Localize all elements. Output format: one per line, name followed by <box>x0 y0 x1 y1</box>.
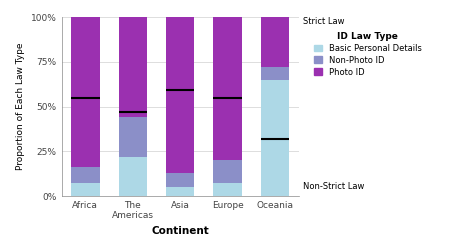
Bar <box>213 160 242 184</box>
Bar <box>261 80 289 196</box>
Bar <box>213 17 242 160</box>
Y-axis label: Proportion of Each Law Type: Proportion of Each Law Type <box>16 43 25 170</box>
Text: Non-Strict Law: Non-Strict Law <box>303 182 365 191</box>
Bar <box>71 17 100 167</box>
Bar <box>166 173 194 187</box>
Legend: Basic Personal Details, Non-Photo ID, Photo ID: Basic Personal Details, Non-Photo ID, Ph… <box>312 30 423 78</box>
Bar <box>118 117 147 157</box>
Bar <box>261 17 289 67</box>
Bar <box>71 167 100 184</box>
Bar <box>213 184 242 196</box>
Bar <box>118 17 147 117</box>
Bar <box>166 187 194 196</box>
X-axis label: Continent: Continent <box>151 226 209 236</box>
Bar <box>166 17 194 173</box>
Bar <box>261 67 289 80</box>
Bar <box>71 184 100 196</box>
Text: Strict Law: Strict Law <box>303 17 345 26</box>
Bar <box>118 157 147 196</box>
